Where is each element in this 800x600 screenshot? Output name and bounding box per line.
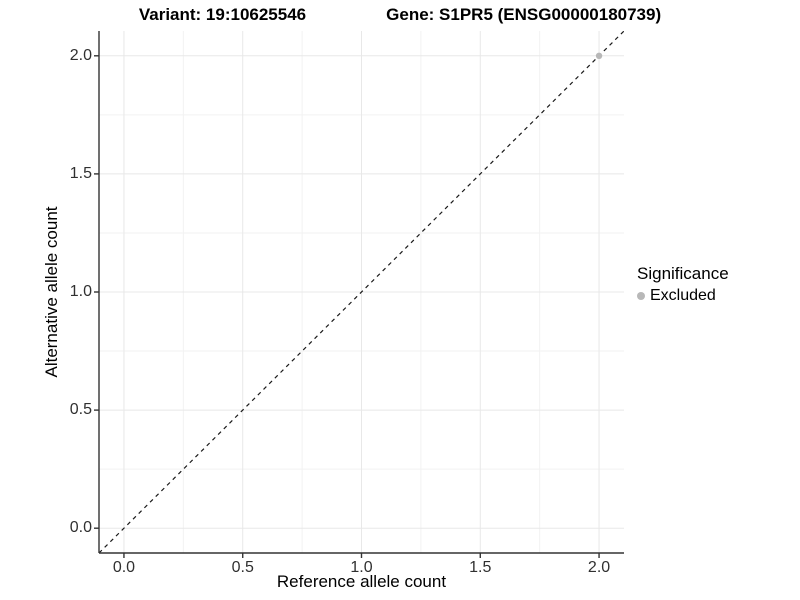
x-tick-label: 1.0 [350,559,373,576]
y-tick-label: 1.5 [69,164,92,182]
legend-entry-label: Excluded [650,287,716,304]
gene-title: Gene: S1PR5 (ENSG00000180739) [386,5,662,24]
y-tick-label: 1.0 [69,283,92,300]
y-tick-label: 0.0 [69,519,92,537]
variant-title: Variant: 19:10625546 [138,5,307,24]
legend-entry: Excluded [637,287,729,305]
plot-title-row: Variant: 19:10625546 Gene: S1PR5 (ENSG00… [0,5,800,25]
y-tick-label: 2.0 [69,46,92,64]
y-tick-label: 0.5 [69,401,92,419]
identity-dashed-line [98,31,624,554]
x-tick-label: 2.0 [587,559,611,576]
legend-title: Significance [637,264,729,283]
x-axis-title: Reference allele count [276,572,447,591]
legend-point-icon [637,292,645,300]
x-tick-label: 1.5 [469,559,492,576]
x-tick-label: 0.5 [231,559,254,576]
legend: Significance Excluded [637,264,729,305]
x-tick-label: 0.0 [112,559,136,576]
plot-panel [94,31,624,558]
data-point [595,52,603,60]
